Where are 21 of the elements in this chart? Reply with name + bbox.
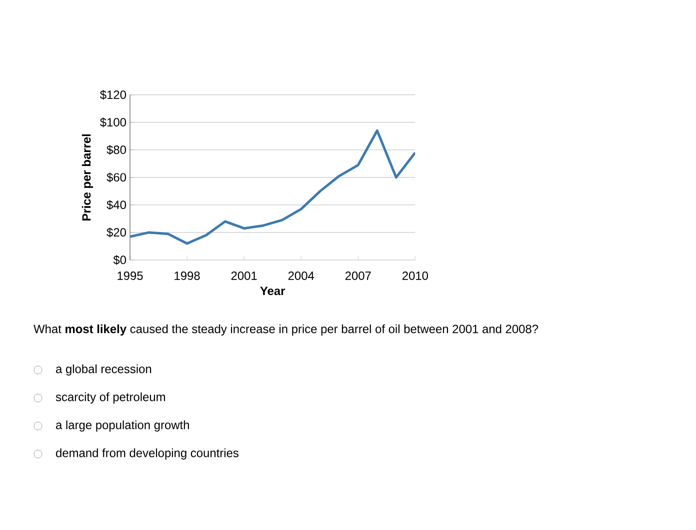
x-tick-label: 1998 [174, 271, 200, 280]
x-tick-label: 1995 [118, 271, 143, 280]
x-tick-label: 2010 [402, 271, 428, 280]
text: What most likely caused the steady increase in price per barrel of oil between 2001 and 2008? [34, 324, 538, 336]
y-tick-label: $80 [106, 145, 126, 155]
y-tick-label: $100 [100, 118, 126, 128]
x-tick-label: 2001 [231, 271, 257, 280]
y-tick-label: $20 [106, 228, 126, 238]
text: a global recession [56, 364, 152, 376]
line-series [130, 129, 416, 245]
x-axis-title: Year [260, 286, 286, 296]
y-tick-label: $60 [106, 172, 126, 182]
y-axis-title: Price per barrel [82, 134, 94, 220]
x-tick-label: 2007 [345, 271, 371, 280]
text: scarcity of petroleum [56, 392, 166, 404]
text: demand from developing countries [56, 448, 238, 460]
y-tick-label: $40 [106, 200, 126, 210]
text: a large population growth [56, 420, 189, 432]
x-tick-label: 2004 [288, 271, 314, 280]
y-tick-label: $120 [100, 90, 126, 100]
y-tick-label: $0 [113, 255, 126, 265]
